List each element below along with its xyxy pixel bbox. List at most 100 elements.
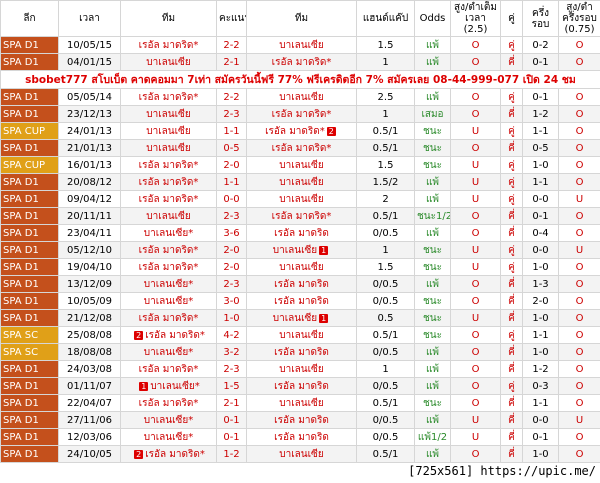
cell: 0.5/1	[356, 445, 415, 463]
cell: บาเลนเซีย*	[120, 428, 217, 446]
cell: เรอัล มาดริด	[246, 224, 357, 242]
table-row: SPA CUP 16/01/13 เรอัล มาดริด* 2-0 บาเลนเซีย…	[0, 156, 600, 174]
cell: 0-5	[522, 139, 559, 157]
cell: แพ้	[414, 224, 451, 242]
cell: O	[558, 428, 600, 446]
league: SPA CUP	[0, 122, 59, 140]
cell: ชนะ	[414, 292, 451, 310]
cell: เรอัล มาดริด*	[246, 207, 357, 225]
cell: O	[450, 36, 501, 54]
promo-banner: sbobet777 สโบเบ็ต คาดคอมมา 7เท่า สมัครวั…	[0, 70, 600, 89]
cell: คู่	[500, 241, 523, 259]
cell: เรอัล มาดริด	[246, 343, 357, 361]
cell: 2-3	[216, 275, 247, 293]
cell: 1-2	[522, 360, 559, 378]
table-row: SPA D1 23/12/13 บาเลนเซีย 2-3 เรอัล มาดริด* 1…	[0, 105, 600, 123]
league: SPA D1	[0, 258, 59, 276]
cell: O	[558, 445, 600, 463]
league: SPA D1	[0, 292, 59, 310]
league: SPA D1	[0, 190, 59, 208]
cell: 0/0.5	[356, 224, 415, 242]
cell: คี่	[500, 360, 523, 378]
cell: O	[450, 224, 501, 242]
team-cell: บาเลนเซีย 1	[246, 309, 357, 327]
cell: 0-3	[522, 377, 559, 395]
cell: 1-1	[216, 122, 247, 140]
cell: O	[450, 394, 501, 412]
cell: U	[450, 258, 501, 276]
cell: 1-3	[522, 275, 559, 293]
cell: 4-2	[216, 326, 247, 344]
cell: เรอัล มาดริด*	[120, 36, 217, 54]
cell: U	[450, 122, 501, 140]
cell: แพ้	[414, 445, 451, 463]
cell: 10/05/15	[58, 36, 121, 54]
cell: เรอัล มาดริด	[246, 411, 357, 429]
table-row: SPA D1 04/01/15 บาเลนเซีย 2-1 เรอัล มาดริด* 1…	[0, 53, 600, 71]
cell: 1.5	[356, 258, 415, 276]
cell: คี่	[500, 53, 523, 71]
cell: แพ้	[414, 343, 451, 361]
cell: แพ้	[414, 377, 451, 395]
league: SPA D1	[0, 309, 59, 327]
cell: O	[450, 88, 501, 106]
cell: บาเลนเซีย	[246, 360, 357, 378]
table-row: SPA D1 12/03/06 บาเลนเซีย* 0-1 เรอัล มาดริด 0…	[0, 428, 600, 446]
cell: แพ้	[414, 275, 451, 293]
cell: 0/0.5	[356, 275, 415, 293]
league: SPA CUP	[0, 156, 59, 174]
table-row: SPA D1 22/04/07 เรอัล มาดริด* 2-1 บาเลนเซีย 0…	[0, 394, 600, 412]
cell: 2-1	[216, 53, 247, 71]
red-card: 1	[319, 313, 329, 323]
cell: แพ้	[414, 173, 451, 191]
cell: บาเลนเซีย	[120, 53, 217, 71]
cell: คี่	[500, 275, 523, 293]
cell: แพ้	[414, 36, 451, 54]
table-row: SPA D1 23/04/11 บาเลนเซีย* 3-6 เรอัล มาดริด 0…	[0, 224, 600, 242]
cell: 0-0	[216, 190, 247, 208]
cell: 19/04/10	[58, 258, 121, 276]
cell: ชนะ	[414, 258, 451, 276]
cell: 2-2	[216, 88, 247, 106]
cell: O	[450, 105, 501, 123]
cell: 2-0	[216, 241, 247, 259]
team-name: บาเลนเซีย	[272, 244, 318, 256]
cell: O	[450, 326, 501, 344]
cell: 1-1	[522, 173, 559, 191]
cell: คู่	[500, 258, 523, 276]
league: SPA D1	[0, 411, 59, 429]
cell: บาเลนเซีย	[246, 445, 357, 463]
league: SPA D1	[0, 88, 59, 106]
cell: U	[450, 428, 501, 446]
cell: 1	[356, 360, 415, 378]
cell: U	[450, 156, 501, 174]
cell: 05/05/14	[58, 88, 121, 106]
column-header: สูง/ต่ำเต็มเวลา (2.5)	[450, 0, 501, 37]
cell: 1-5	[216, 377, 247, 395]
cell: 1.5/2	[356, 173, 415, 191]
league: SPA D1	[0, 53, 59, 71]
table-row: SPA SC 25/08/08 2 เรอัล มาดริด* 4-2 บาเลนเซีย…	[0, 326, 600, 344]
league: SPA D1	[0, 139, 59, 157]
cell: บาเลนเซีย	[246, 394, 357, 412]
cell: บาเลนเซีย	[246, 36, 357, 54]
cell: 1-2	[216, 445, 247, 463]
cell: 1-0	[522, 156, 559, 174]
cell: O	[558, 88, 600, 106]
table-row: SPA D1 21/12/08 เรอัล มาดริด* 1-0 บาเลนเซีย 1…	[0, 309, 600, 327]
cell: 0-0	[522, 241, 559, 259]
cell: 1-2	[522, 105, 559, 123]
cell: เรอัล มาดริด	[246, 377, 357, 395]
cell: บาเลนเซีย	[120, 207, 217, 225]
red-card: 2	[134, 449, 144, 459]
cell: ชนะ	[414, 139, 451, 157]
cell: ชนะ	[414, 241, 451, 259]
cell: 1-0	[522, 258, 559, 276]
cell: คี่	[500, 394, 523, 412]
cell: O	[558, 224, 600, 242]
column-header: ทีม	[246, 0, 357, 37]
table-row: SPA D1 20/11/11 บาเลนเซีย 2-3 เรอัล มาดริด* 0…	[0, 207, 600, 225]
cell: 0.5/1	[356, 122, 415, 140]
cell: 1-0	[216, 309, 247, 327]
cell: คี่	[500, 292, 523, 310]
